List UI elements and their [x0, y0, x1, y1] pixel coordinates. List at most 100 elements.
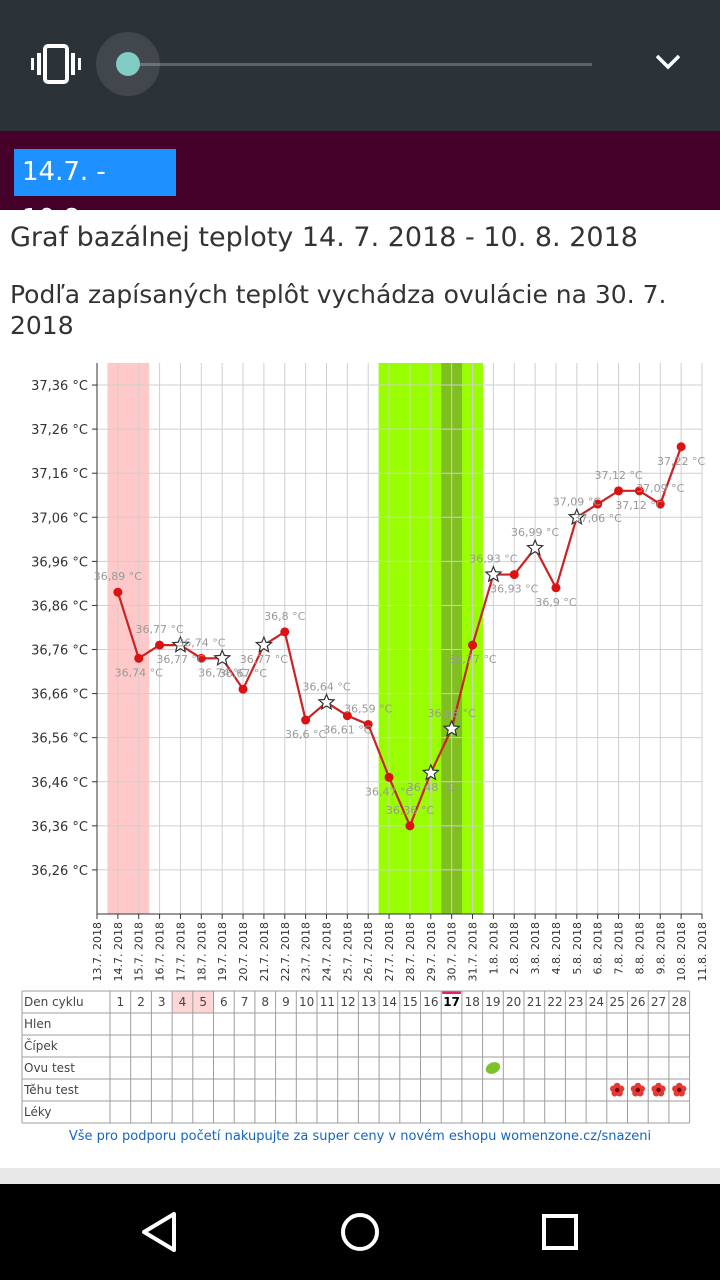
data-label: 36,77 °C [240, 653, 288, 666]
data-label: 36,59 °C [344, 702, 392, 715]
y-tick-label: 36,96 °C [31, 555, 88, 570]
cycle-day-number: 5 [199, 995, 207, 1009]
cycle-day-number: 23 [568, 995, 583, 1009]
date-range-button[interactable]: 14.7. - 10.8. [14, 149, 176, 234]
data-label: 36,74 °C [177, 636, 225, 649]
y-tick-label: 37,16 °C [31, 467, 88, 482]
x-tick-label: 14.7. 2018 [112, 922, 125, 981]
chart-band-0 [107, 363, 150, 914]
star-point [254, 635, 273, 653]
cycle-day-number: 13 [361, 995, 376, 1009]
table-row-label: Den cyklu [24, 995, 84, 1009]
ovulation-day-marker [442, 991, 461, 994]
star-point [442, 719, 461, 737]
cycle-day-number: 4 [179, 995, 187, 1009]
x-tick-label: 18.7. 2018 [195, 922, 208, 981]
cycle-day-number: 9 [282, 995, 290, 1009]
page-title: Graf bazálnej teploty 14. 7. 2018 - 10. … [10, 222, 638, 253]
tehu-test-flower-icon [610, 1082, 625, 1097]
data-label: 36,61 °C [323, 724, 371, 737]
ovulation-text: Podľa zapísaných teplôt vychádza ovuláci… [10, 280, 667, 340]
data-label: 36,89 °C [94, 570, 142, 583]
x-tick-label: 27.7. 2018 [383, 922, 396, 981]
data-label: 36,93 °C [490, 583, 538, 596]
star-point [567, 507, 586, 526]
home-circle-icon[interactable] [336, 1208, 384, 1256]
x-tick-label: 11.8. 2018 [696, 922, 709, 981]
data-point [155, 640, 165, 650]
data-label: 36,9 °C [535, 596, 576, 609]
table-row-label: Hlen [24, 1017, 51, 1031]
table-row-label: Těhu test [23, 1083, 79, 1097]
x-tick-label: 9.8. 2018 [654, 922, 667, 974]
cycle-day-number: 21 [527, 995, 542, 1009]
data-label: 36,74 °C [115, 666, 163, 679]
volume-slider-track[interactable] [128, 63, 592, 66]
data-label: 37,12 °C [594, 469, 642, 482]
x-tick-label: 16.7. 2018 [154, 922, 167, 981]
tehu-test-flower-icon [630, 1082, 645, 1097]
vibrate-icon[interactable] [30, 44, 82, 84]
data-point [405, 821, 415, 831]
data-point [196, 653, 206, 663]
data-point [655, 499, 665, 509]
y-tick-label: 36,56 °C [31, 732, 88, 747]
y-tick-label: 37,06 °C [31, 511, 88, 526]
x-tick-label: 20.7. 2018 [237, 922, 250, 981]
x-tick-label: 5.8. 2018 [571, 922, 584, 974]
x-tick-label: 10.8. 2018 [675, 922, 688, 981]
menstruation-cell [192, 991, 214, 1013]
page-bottom [0, 1168, 720, 1184]
volume-slider-thumb[interactable] [116, 52, 140, 76]
data-label: 36,36 °C [386, 804, 434, 817]
data-point [301, 715, 311, 725]
cycle-day-number: 3 [158, 995, 166, 1009]
chevron-down-icon[interactable] [650, 48, 686, 76]
cycle-day-number: 28 [672, 995, 687, 1009]
y-tick-label: 36,46 °C [31, 776, 88, 791]
data-point [342, 711, 352, 721]
menstruation-cell [172, 991, 193, 1013]
y-tick-label: 36,76 °C [31, 644, 88, 659]
star-point [171, 635, 190, 653]
data-label: 36,67 °C [219, 667, 267, 680]
x-tick-label: 2.8. 2018 [508, 922, 521, 974]
data-point [238, 684, 248, 694]
data-label: 37,06 °C [574, 512, 622, 525]
star-point [484, 565, 503, 583]
cycle-day-number: 24 [589, 995, 604, 1009]
table-row-label: Ovu test [24, 1061, 75, 1075]
data-point [280, 627, 290, 637]
data-label: 37,09 °C [636, 482, 684, 495]
x-tick-label: 17.7. 2018 [174, 922, 187, 981]
data-label: 36,77 °C [136, 623, 184, 636]
eshop-link[interactable]: Vše pro podporu početí nakupujte za supe… [68, 1129, 652, 1144]
recents-square-icon[interactable] [536, 1208, 584, 1256]
y-tick-label: 36,66 °C [31, 688, 88, 703]
data-point [676, 442, 686, 452]
data-point [634, 486, 644, 496]
data-label: 36,77 °C [156, 653, 204, 666]
cycle-day-number: 6 [220, 995, 228, 1009]
y-tick-label: 37,36 °C [31, 379, 88, 394]
x-tick-label: 25.7. 2018 [341, 922, 354, 981]
data-point [113, 587, 123, 597]
back-triangle-icon[interactable] [136, 1208, 184, 1256]
series-line [116, 446, 683, 829]
cycle-day-number: 8 [261, 995, 269, 1009]
cycle-day-number: 2 [137, 995, 145, 1009]
x-tick-label: 13.7. 2018 [91, 922, 104, 981]
x-tick-label: 23.7. 2018 [300, 922, 313, 981]
cycle-day-number: 25 [610, 995, 625, 1009]
cycle-day-number: 27 [651, 995, 666, 1009]
cycle-day-number: 10 [299, 995, 314, 1009]
star-point [526, 538, 545, 556]
table-row-label: Čípek [24, 1038, 58, 1053]
y-tick-label: 36,26 °C [31, 864, 88, 879]
data-label: 36,74 °C [198, 666, 246, 679]
x-tick-label: 24.7. 2018 [320, 922, 333, 981]
x-tick-label: 31.7. 2018 [467, 922, 480, 981]
tehu-test-flower-icon [672, 1082, 687, 1097]
x-tick-label: 15.7. 2018 [133, 922, 146, 981]
cycle-day-number: 18 [465, 995, 480, 1009]
